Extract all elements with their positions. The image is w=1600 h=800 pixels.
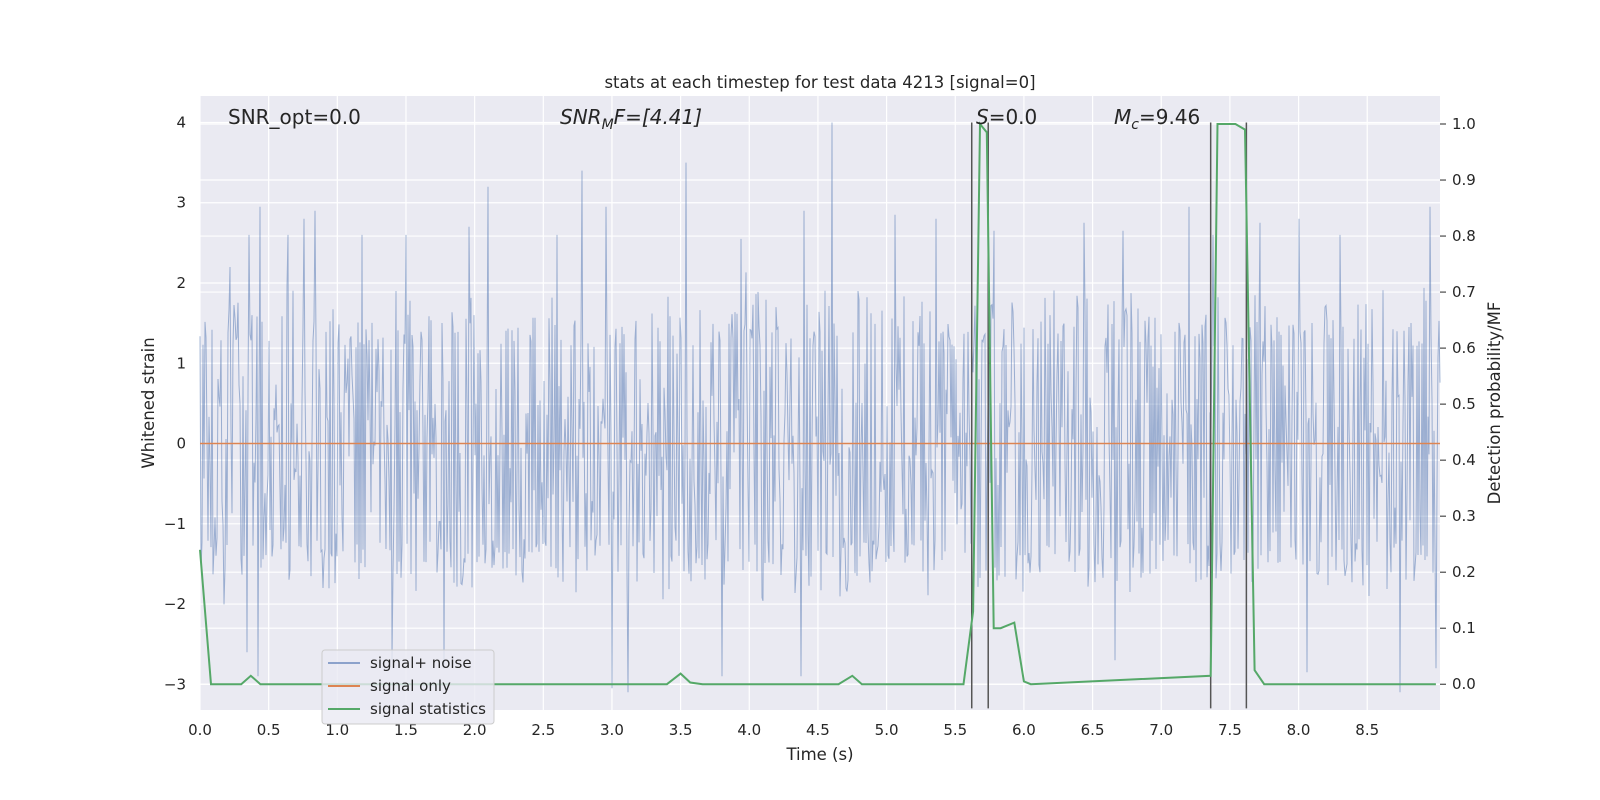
annotation-mc: Mc=9.46 (1114, 105, 1200, 133)
x-tick-label: 0.5 (257, 721, 281, 739)
x-tick-label: 7.0 (1149, 721, 1173, 739)
x-tick-label: 7.5 (1218, 721, 1242, 739)
annotation-mc-main: M (1114, 105, 1131, 129)
y-tick-label: −3 (164, 675, 186, 693)
y-tick-label: 2 (176, 274, 186, 292)
legend: signal+ noise signal only signal statist… (321, 649, 495, 725)
annotation-s-italic: S (976, 105, 989, 129)
x-tick-label: 4.5 (806, 721, 830, 739)
x-tick-label: 5.5 (943, 721, 967, 739)
x-tick-label: 2.5 (531, 721, 555, 739)
y-tick-label: 3 (176, 194, 186, 212)
legend-label-signal-noise: signal+ noise (370, 654, 472, 672)
y2-tick-label: 0.7 (1452, 283, 1476, 301)
x-tick-label: 1.0 (325, 721, 349, 739)
annotation-snr-mf-main: SNR (560, 105, 602, 129)
legend-box (321, 649, 495, 725)
x-tick-label: 3.5 (669, 721, 693, 739)
x-tick-label: 0.0 (188, 721, 212, 739)
y2-tick-label: 0.3 (1452, 507, 1476, 525)
y-axis-label: Whitened strain (139, 337, 158, 468)
y-tick-label: 1 (176, 354, 186, 372)
series-signal-statistics (199, 121, 1436, 686)
annotation-mc-sub: c (1131, 117, 1139, 133)
y-axis-ticks: −3 −2 −1 0 1 2 3 4 (164, 113, 186, 693)
x-tick-label: 2.0 (463, 721, 487, 739)
y2-tick-label: 0.8 (1452, 227, 1476, 245)
x-axis-ticks: 0.0 0.5 1.0 1.5 2.0 2.5 3.0 3.5 4.0 4.5 5.0 5.5 6.0 6… (188, 721, 1379, 739)
y-tick-label: −2 (164, 595, 186, 613)
y2-axis-ticks: 0.0 0.1 0.2 0.3 0.4 0.5 0.6 0.7 0.8 0.9 1.0 (1440, 115, 1476, 693)
legend-label-signal-only: signal only (370, 677, 451, 695)
annotation-snr-mf-sub: M (602, 117, 614, 133)
annotation-s: S=0.0 (976, 105, 1037, 129)
annotation-snr-mf: SNRMF=[4.41] (560, 105, 702, 133)
annotation-mc-value: =9.46 (1139, 105, 1200, 129)
x-axis-label: Time (s) (785, 745, 853, 764)
y2-tick-label: 0.6 (1452, 339, 1476, 357)
chart-title: stats at each timestep for test data 421… (604, 73, 1035, 92)
x-tick-label: 3.0 (600, 721, 624, 739)
y2-tick-label: 1.0 (1452, 115, 1476, 133)
y-tick-label: 4 (176, 113, 186, 131)
x-tick-label: 6.0 (1012, 721, 1036, 739)
x-tick-label: 1.5 (394, 721, 418, 739)
y2-tick-label: 0.9 (1452, 171, 1476, 189)
x-tick-label: 6.5 (1081, 721, 1105, 739)
y2-tick-label: 0.1 (1452, 619, 1476, 637)
x-tick-label: 5.0 (875, 721, 899, 739)
noise-trace (199, 122, 1441, 693)
series-signal-noise (199, 122, 1441, 693)
annotation-snr-opt: SNR_opt=0.0 (228, 105, 361, 129)
x-tick-label: 8.0 (1287, 721, 1311, 739)
y2-tick-label: 0.0 (1452, 675, 1476, 693)
legend-label-signal-statistics: signal statistics (370, 700, 486, 718)
y2-tick-label: 0.5 (1452, 395, 1476, 413)
y2-tick-label: 0.4 (1452, 451, 1476, 469)
y-tick-label: 0 (176, 435, 186, 453)
annotation-s-value: =0.0 (989, 105, 1038, 129)
x-tick-label: 8.5 (1355, 721, 1379, 739)
x-tick-label: 4.0 (737, 721, 761, 739)
y2-axis-label: Detection probability/MF (1485, 302, 1504, 505)
y-tick-label: −1 (164, 515, 186, 533)
annotation-snr-mf-tail: F=[4.41] (614, 105, 702, 129)
y2-tick-label: 0.2 (1452, 563, 1476, 581)
